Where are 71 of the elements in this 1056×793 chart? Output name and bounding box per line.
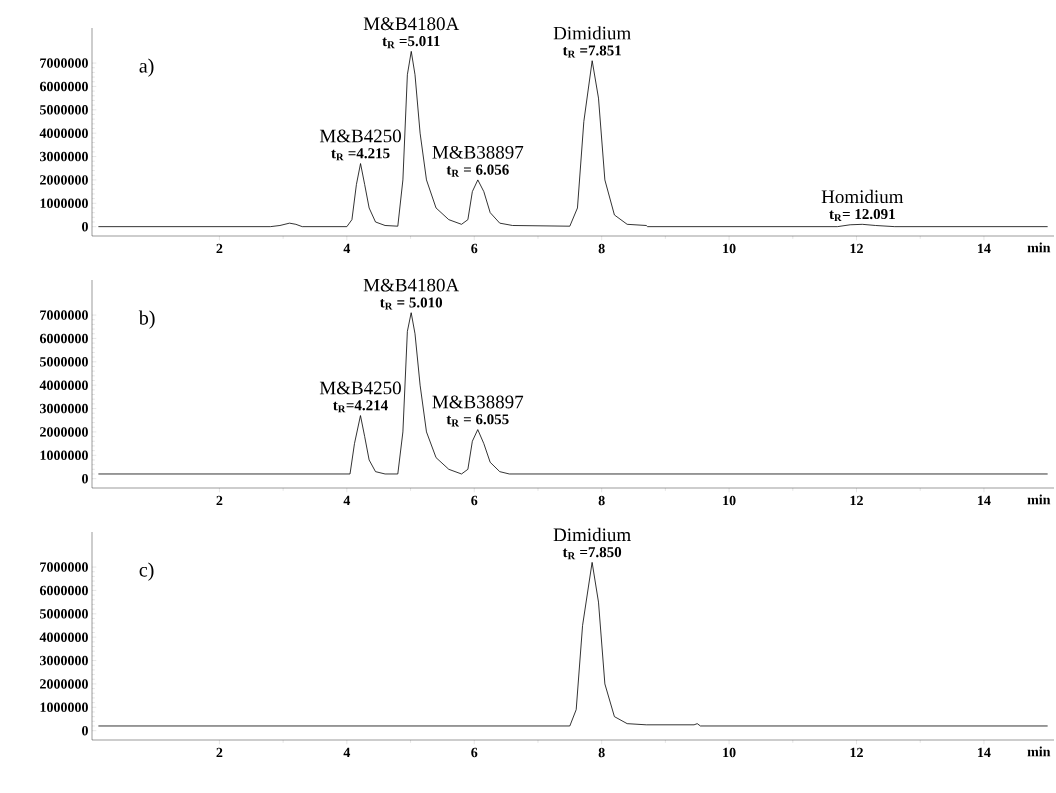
annotation: t$_{R}$=4.214: [333, 400, 388, 413]
y-tick-label: 4000000: [39, 632, 88, 642]
x-tick-label: 10: [723, 495, 736, 506]
text: c): [139, 562, 154, 581]
x-axis-title: min: [1027, 746, 1051, 757]
x-tick-label: 8: [598, 243, 605, 254]
annotation: t$_{R}$ =7.851: [562, 45, 621, 58]
y-tick-label: 2000000: [40, 679, 88, 689]
x-axis-title: min: [1027, 494, 1051, 505]
x-tick-label: 14: [978, 495, 991, 506]
annotation: M&B4180A: [363, 278, 460, 292]
y-tick-label: 0: [82, 725, 88, 736]
annotation: t$_{R}$ = 6.056: [446, 164, 509, 177]
x-tick-label: 2: [216, 243, 223, 254]
annotation: M&B4180A: [363, 17, 460, 31]
x-tick-label: 4: [343, 243, 351, 254]
x-tick-label: 4: [343, 495, 351, 506]
x-tick-label: 12: [850, 243, 863, 254]
x-tick-label: 6: [471, 747, 478, 758]
y-tick-label: 6000000: [39, 333, 88, 344]
annotation: Homidium: [821, 189, 904, 204]
y-tick-label: 7000000: [40, 58, 88, 68]
line-series: [97, 561, 1049, 727]
annotation: t$_{R}$ = 5.010: [379, 297, 443, 310]
x-tick-label: 10: [723, 747, 736, 758]
x-tick-label: 12: [850, 747, 863, 758]
annotation: M&B4250: [319, 381, 401, 395]
x-tick-label: 8: [598, 495, 605, 506]
y-tick-label: 3000000: [40, 151, 88, 162]
y-tick-label: 7000000: [40, 310, 88, 320]
y-tick-label: 0: [82, 473, 88, 484]
annotation: Dimidium: [553, 527, 631, 542]
y-tick-label: 3000000: [40, 403, 88, 414]
x-tick-label: 6: [471, 243, 478, 254]
y-tick-label: 4000000: [39, 380, 88, 390]
x-tick-label: 4: [343, 747, 351, 758]
text: a): [139, 58, 154, 77]
y-tick-label: 7000000: [40, 562, 88, 572]
annotation: t$_{R}$ =7.850: [562, 547, 622, 560]
y-tick-label: 5000000: [40, 105, 88, 115]
annotation: t$_{R}$ =5.011: [382, 36, 440, 49]
y-tick-label: 5000000: [40, 609, 88, 619]
y-tick-label: 1000000: [40, 702, 88, 713]
y-tick-label: 1000000: [40, 450, 88, 461]
x-tick-label: 6: [471, 495, 478, 506]
annotation: M&B38897: [432, 145, 524, 159]
annotation: t$_{R}$= 12.091: [829, 208, 895, 222]
x-tick-label: 10: [723, 243, 736, 254]
y-tick-label: 1000000: [40, 198, 88, 209]
x-tick-label: 14: [978, 243, 991, 254]
annotation: t$_{R}$ =4.215: [331, 148, 390, 161]
y-tick-label: 3000000: [40, 655, 88, 666]
x-tick-label: 2: [216, 747, 223, 758]
y-tick-label: 0: [82, 221, 88, 232]
line-series: [97, 312, 1049, 475]
y-tick-label: 2000000: [40, 427, 88, 437]
x-tick-label: 8: [598, 747, 605, 758]
annotation: M&B38897: [432, 395, 524, 409]
y-tick-label: 5000000: [40, 357, 88, 367]
x-axis-title: min: [1027, 242, 1051, 253]
y-tick-label: 2000000: [40, 175, 88, 185]
y-tick-label: 4000000: [39, 128, 88, 138]
x-tick-label: 12: [850, 495, 863, 506]
x-tick-label: 14: [978, 747, 991, 758]
y-tick-label: 6000000: [39, 585, 88, 596]
annotation: t$_{R}$ = 6.055: [446, 414, 509, 427]
y-tick-label: 6000000: [39, 81, 88, 92]
text: b): [138, 310, 155, 329]
annotation: Dimidium: [553, 26, 631, 40]
annotation: M&B4250: [319, 129, 401, 143]
x-tick-label: 2: [216, 495, 223, 506]
